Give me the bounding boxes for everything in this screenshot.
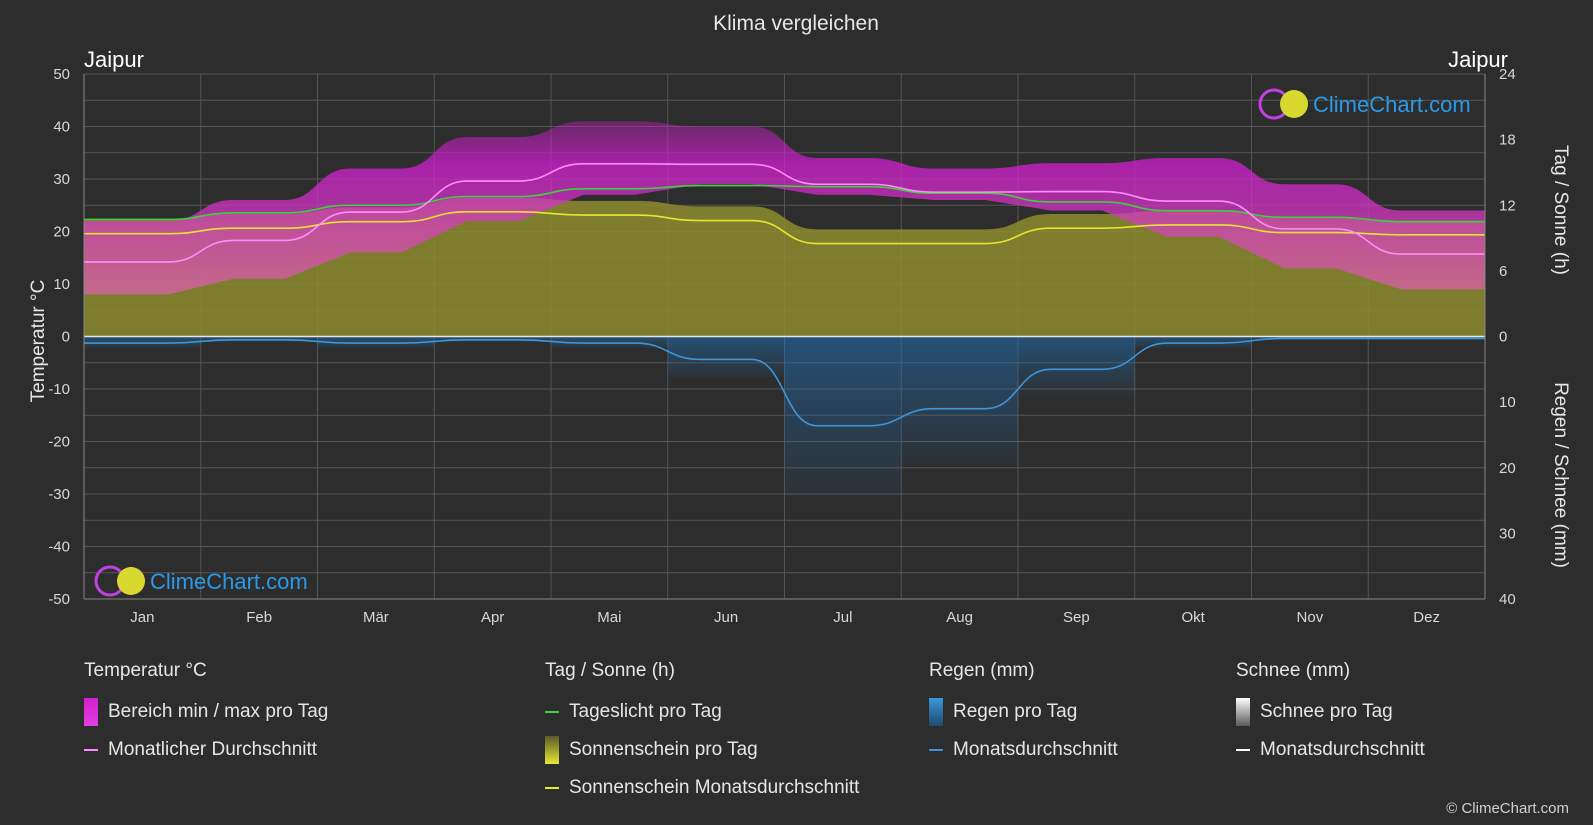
city-left-label: Jaipur bbox=[84, 47, 144, 72]
legend-label: Regen pro Tag bbox=[953, 701, 1078, 722]
legend-temperature: Temperatur °C Bereich min / max pro Tag … bbox=[84, 660, 328, 774]
legend-snow: Schnee (mm) Schnee pro Tag Monatsdurchsc… bbox=[1236, 660, 1425, 774]
line-swatch-icon bbox=[1236, 749, 1250, 751]
tick-label-temp: 20 bbox=[53, 224, 70, 241]
plot-area bbox=[83, 121, 1485, 498]
tick-label-month: Dez bbox=[1413, 609, 1440, 626]
legend-label: Sonnenschein Monatsdurchschnitt bbox=[569, 777, 860, 798]
tick-label-temp: 50 bbox=[53, 66, 70, 83]
tick-label-temp: 40 bbox=[53, 119, 70, 136]
tick-label-rain: 30 bbox=[1499, 525, 1516, 542]
legend-heading-sun: Tag / Sonne (h) bbox=[545, 660, 675, 681]
brand-text-bottom: ClimeChart.com bbox=[150, 569, 308, 594]
tick-label-temp: 0 bbox=[62, 329, 70, 346]
rain-bar bbox=[667, 336, 785, 378]
city-right-label: Jaipur bbox=[1448, 47, 1508, 72]
copyright: © ClimeChart.com bbox=[1446, 800, 1569, 817]
legend-label: Monatsdurchschnitt bbox=[953, 739, 1118, 760]
tick-label-sun: 12 bbox=[1499, 197, 1516, 214]
tick-label-month: Aug bbox=[946, 609, 973, 626]
tick-label-month: Jan bbox=[130, 609, 154, 626]
legend-item-temp-avg: Monatlicher Durchschnitt bbox=[84, 736, 328, 764]
rain-avg-line bbox=[84, 337, 1485, 427]
rain-bar bbox=[901, 336, 1018, 467]
legend-item-snow-day: Schnee pro Tag bbox=[1236, 698, 1425, 726]
legend-label: Monatlicher Durchschnitt bbox=[108, 739, 318, 760]
legend-item-sunshine: Sonnenschein pro Tag bbox=[545, 736, 859, 764]
tick-label-sun: 18 bbox=[1499, 132, 1516, 149]
brand-text-top: ClimeChart.com bbox=[1313, 92, 1471, 117]
tick-label-temp: -30 bbox=[48, 486, 70, 503]
rain-bar bbox=[784, 336, 902, 498]
tick-label-month: Okt bbox=[1181, 609, 1205, 626]
tick-label-rain: 40 bbox=[1499, 591, 1516, 608]
line-swatch-icon bbox=[545, 787, 559, 789]
y-axis-right-top-label: Tag / Sonne (h) bbox=[1550, 145, 1571, 275]
legend-label: Monatsdurchschnitt bbox=[1260, 739, 1425, 760]
legend-label: Tageslicht pro Tag bbox=[569, 701, 722, 722]
brand-logo-bottom[interactable]: ClimeChart.com bbox=[94, 565, 308, 597]
legend-item-daylight: Tageslicht pro Tag bbox=[545, 698, 859, 726]
temperature-range-band bbox=[84, 121, 1485, 295]
tick-label-month: Jun bbox=[714, 609, 738, 626]
legend-item-range: Bereich min / max pro Tag bbox=[84, 698, 328, 726]
y-axis-right-bottom-label: Regen / Schnee (mm) bbox=[1550, 382, 1571, 568]
tick-label-sun: 6 bbox=[1499, 263, 1507, 280]
logo-sun-icon bbox=[117, 567, 145, 595]
sunshine-swatch-icon bbox=[545, 736, 559, 764]
tick-label-month: Apr bbox=[481, 609, 504, 626]
tick-label-month: Sep bbox=[1063, 609, 1090, 626]
legend-item-rain-avg: Monatsdurchschnitt bbox=[929, 736, 1118, 764]
legend-label: Sonnenschein pro Tag bbox=[569, 739, 758, 760]
legend-item-sunshine-avg: Sonnenschein Monatsdurchschnitt bbox=[545, 774, 859, 802]
rain-swatch-icon bbox=[929, 698, 943, 726]
snow-swatch-icon bbox=[1236, 698, 1250, 726]
legend-heading-temperature: Temperatur °C bbox=[84, 660, 207, 681]
tick-label-temp: -40 bbox=[48, 539, 70, 556]
brand-logo-top[interactable]: ClimeChart.com bbox=[1258, 88, 1471, 120]
legend-label: Schnee pro Tag bbox=[1260, 701, 1393, 722]
tick-label-rain: 20 bbox=[1499, 460, 1516, 477]
legend-rain: Regen (mm) Regen pro Tag Monatsdurchschn… bbox=[929, 660, 1118, 774]
daylight-line bbox=[84, 184, 1485, 223]
line-swatch-icon bbox=[929, 749, 943, 751]
legend-label: Bereich min / max pro Tag bbox=[108, 701, 329, 722]
legend-heading-snow: Schnee (mm) bbox=[1236, 660, 1351, 681]
tick-label-sun: 24 bbox=[1499, 66, 1516, 83]
tick-label-temp: -50 bbox=[48, 591, 70, 608]
tick-label-temp: 10 bbox=[53, 276, 70, 293]
tick-label-temp: -10 bbox=[48, 381, 70, 398]
legend-item-snow-avg: Monatsdurchschnitt bbox=[1236, 736, 1425, 764]
tick-label-rain: 10 bbox=[1499, 394, 1516, 411]
tick-label-month: Feb bbox=[246, 609, 272, 626]
tick-label-temp: 30 bbox=[53, 171, 70, 188]
line-swatch-icon bbox=[545, 711, 559, 713]
legend-sun: Tag / Sonne (h) Tageslicht pro Tag Sonne… bbox=[545, 660, 859, 812]
tick-label-month: Jul bbox=[833, 609, 852, 626]
range-swatch-icon bbox=[84, 698, 98, 726]
legend-item-rain-day: Regen pro Tag bbox=[929, 698, 1118, 726]
sunshine-avg-line bbox=[84, 211, 1485, 245]
tick-label-month: Nov bbox=[1297, 609, 1324, 626]
tick-label-sun: 0 bbox=[1499, 329, 1507, 346]
tick-label-month: Mai bbox=[597, 609, 621, 626]
line-swatch-icon bbox=[84, 749, 98, 751]
tick-label-temp: -20 bbox=[48, 434, 70, 451]
y-axis-left-label: Temperatur °C bbox=[28, 280, 49, 403]
logo-sun-icon bbox=[1280, 90, 1308, 118]
chart-title: Klima vergleichen bbox=[713, 12, 879, 35]
temp-avg-line bbox=[83, 162, 1485, 263]
axes: 50 40 30 20 10 0 -10 -20 -30 -40 -50 24 18 12 6 0 10 20 30… bbox=[48, 66, 1515, 626]
legend-heading-rain: Regen (mm) bbox=[929, 660, 1035, 681]
tick-label-month: Mär bbox=[363, 609, 389, 626]
rain-bar bbox=[1018, 336, 1135, 396]
